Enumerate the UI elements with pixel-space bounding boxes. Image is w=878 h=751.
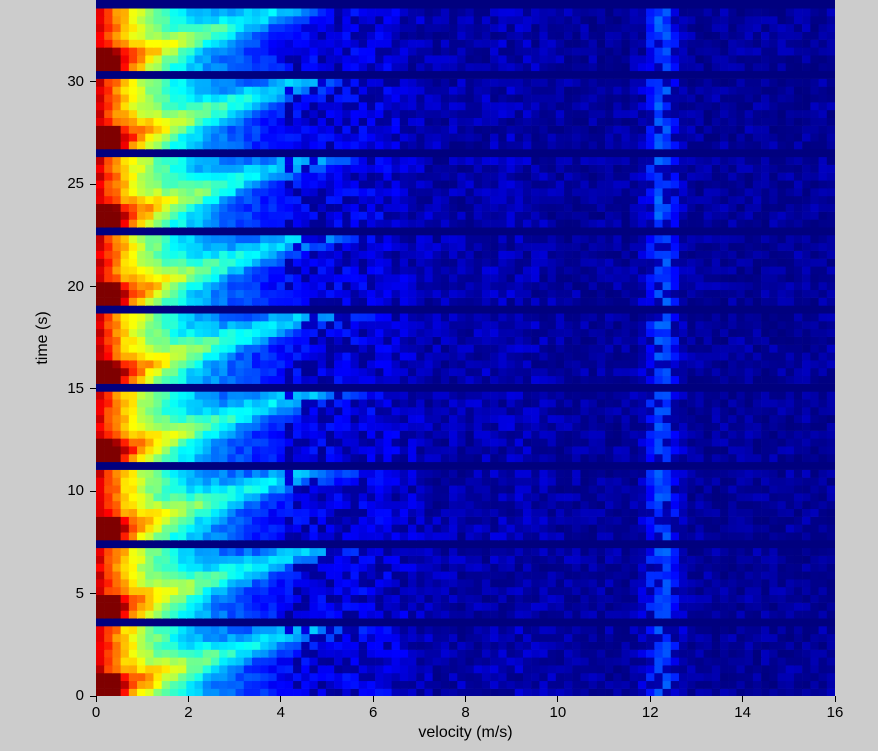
y-tick <box>90 81 96 82</box>
x-tick-label: 2 <box>178 704 198 721</box>
y-tick <box>90 184 96 185</box>
x-tick-label: 10 <box>548 704 568 721</box>
y-tick-label: 30 <box>52 73 84 90</box>
x-tick <box>96 696 97 702</box>
y-tick-label: 20 <box>52 278 84 295</box>
y-tick-label: 10 <box>52 482 84 499</box>
x-axis-label: velocity (m/s) <box>406 724 526 742</box>
x-tick <box>188 696 189 702</box>
x-tick-label: 12 <box>640 704 660 721</box>
x-tick <box>557 696 558 702</box>
x-tick <box>650 696 651 702</box>
y-tick <box>90 696 96 697</box>
x-tick <box>373 696 374 702</box>
x-tick <box>465 696 466 702</box>
x-tick-label: 4 <box>271 704 291 721</box>
y-tick-label: 0 <box>52 687 84 704</box>
x-tick <box>835 696 836 702</box>
x-tick-label: 8 <box>456 704 476 721</box>
y-axis-label: time (s) <box>34 298 52 378</box>
velocity-time-heatmap <box>96 0 835 696</box>
y-tick-label: 15 <box>52 380 84 397</box>
x-tick-label: 16 <box>825 704 845 721</box>
y-tick <box>90 286 96 287</box>
x-tick-label: 0 <box>86 704 106 721</box>
x-tick-label: 6 <box>363 704 383 721</box>
x-tick-label: 14 <box>733 704 753 721</box>
x-tick <box>742 696 743 702</box>
y-tick-label: 5 <box>52 585 84 602</box>
plot-area <box>96 0 835 696</box>
y-tick <box>90 593 96 594</box>
y-tick-label: 25 <box>52 175 84 192</box>
y-tick <box>90 388 96 389</box>
y-tick <box>90 491 96 492</box>
x-tick <box>280 696 281 702</box>
